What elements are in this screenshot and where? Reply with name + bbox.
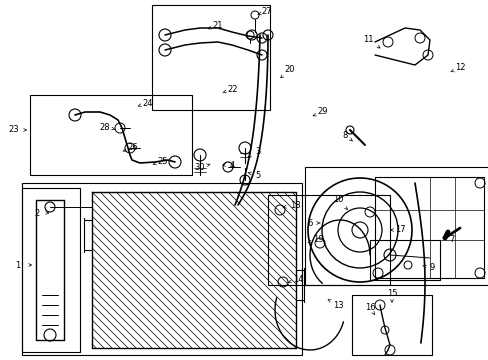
Text: 7: 7 [448, 235, 454, 244]
Text: 25: 25 [158, 158, 168, 166]
Text: 1: 1 [15, 261, 20, 270]
Text: 5: 5 [255, 171, 260, 180]
Text: 9: 9 [428, 264, 434, 273]
Text: 17: 17 [394, 225, 405, 234]
Text: 10: 10 [332, 195, 343, 204]
Text: 12: 12 [454, 63, 464, 72]
Text: 21: 21 [212, 21, 223, 30]
Text: 30: 30 [194, 163, 205, 172]
Bar [351, 295, 431, 355]
Text: 15: 15 [386, 288, 396, 297]
Bar [22, 183, 302, 355]
Text: 16: 16 [364, 303, 375, 312]
Text: 4: 4 [229, 161, 234, 170]
Text: 29: 29 [317, 108, 327, 117]
Bar [152, 5, 269, 110]
Text: 19: 19 [312, 235, 323, 244]
Text: 3: 3 [255, 148, 260, 157]
Text: 27: 27 [261, 8, 272, 17]
Text: 18: 18 [289, 201, 300, 210]
Text: 26: 26 [127, 144, 138, 153]
Bar [305, 167, 488, 285]
Text: 22: 22 [227, 85, 238, 94]
Text: 24: 24 [142, 99, 153, 108]
Text: 13: 13 [332, 301, 343, 310]
Bar [369, 240, 439, 280]
Text: 6: 6 [306, 219, 312, 228]
Text: 11: 11 [362, 36, 372, 45]
Bar [267, 195, 389, 285]
Bar [22, 188, 80, 352]
Text: 28: 28 [100, 122, 110, 131]
Text: 20: 20 [284, 66, 295, 75]
Bar [374, 177, 483, 278]
Bar [30, 95, 192, 175]
Text: 23: 23 [9, 126, 19, 135]
Text: 14: 14 [292, 275, 303, 284]
Text: 2: 2 [34, 208, 40, 217]
Text: 8: 8 [342, 130, 347, 139]
